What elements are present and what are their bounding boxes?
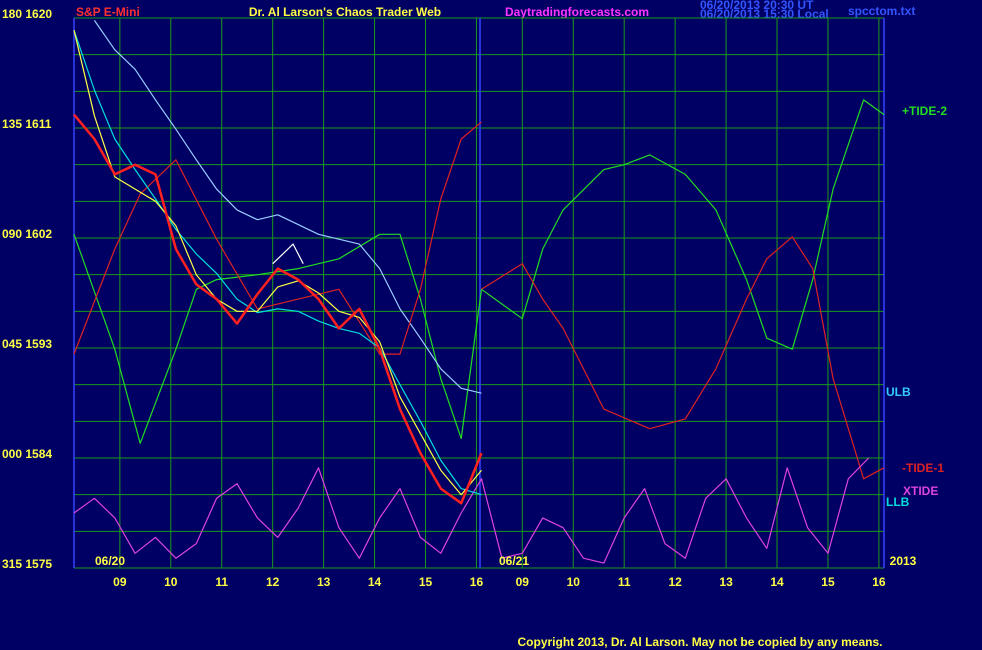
y-tick-label: 180 1620 [2,7,52,21]
series-line [73,457,870,564]
series-line [73,99,885,444]
x-tick-label: 14 [770,575,784,589]
timestamp: 06/20/2013 20:30 UT [700,0,814,12]
timestamp: 06/20/2013 15:30 Local [700,7,829,21]
x-tick-label: 10 [164,575,178,589]
x-tick-label: 15 [821,575,835,589]
x-tick-label: 14 [368,575,382,589]
x-tick-label: 09 [516,575,530,589]
series-line [93,20,482,394]
x-tick-label: 13 [719,575,733,589]
y-tick-label: 315 1575 [2,557,52,571]
x-tick-label: 12 [266,575,280,589]
x-tick-label: 11 [618,575,631,589]
y-tick-label: 000 1584 [2,447,52,461]
x-tick-label: 09 [113,575,127,589]
file-name: spcctom.txt [848,4,915,18]
series-label: ULB [886,385,911,399]
date-label: 06/20 [95,554,125,568]
series-line [73,30,482,496]
series-line [272,243,304,265]
date-label: 06/21 [499,554,529,568]
grid [73,17,885,569]
series-label: LLB [886,495,910,509]
series-label: XTIDE [903,484,938,498]
series-label: +TIDE-2 [902,104,947,118]
series-line [73,113,483,505]
x-tick-label: 12 [668,575,682,589]
y-tick-label: 090 1602 [2,227,52,241]
date-label: 2013 [890,554,917,568]
x-tick-label: 16 [470,575,484,589]
y-tick-label: 135 1611 [2,117,52,131]
x-tick-label: 15 [419,575,433,589]
y-tick-label: 045 1593 [2,337,52,351]
x-tick-label: 11 [215,575,228,589]
symbol: S&P E-Mini [76,5,140,19]
series-line [73,121,885,480]
site: Daytradingforecasts.com [505,5,649,19]
labels: 180 1620 135 1611 090 1602 045 1593 000 1584… [2,7,947,589]
chart-title: Dr. Al Larson's Chaos Trader Web [249,5,441,19]
series-line [73,30,482,496]
x-tick-label: 16 [872,575,886,589]
series-label: -TIDE-1 [902,461,944,475]
x-tick-label: 13 [317,575,331,589]
copyright: Copyright 2013, Dr. Al Larson. May not b… [518,635,883,649]
lines [73,20,885,564]
x-tick-label: 10 [567,575,581,589]
